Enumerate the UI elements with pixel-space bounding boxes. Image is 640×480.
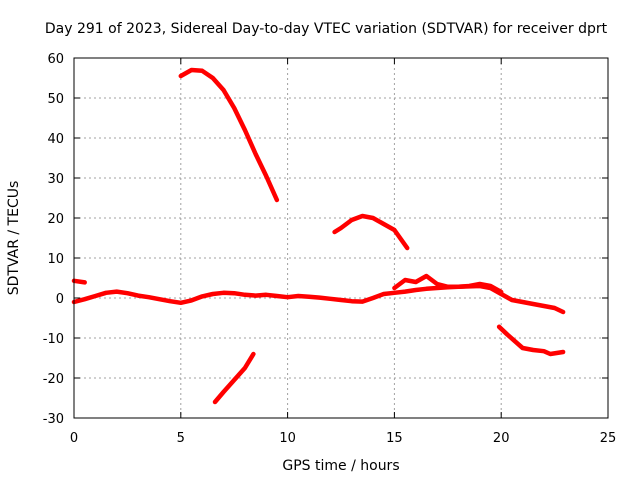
x-tick-label: 15 bbox=[386, 431, 403, 446]
data-series-segment-3 bbox=[392, 273, 504, 295]
data-series-segment-5 bbox=[332, 213, 410, 251]
y-tick-label: -20 bbox=[43, 372, 64, 387]
grid bbox=[74, 58, 608, 418]
y-tick-label: 30 bbox=[47, 172, 64, 187]
x-axis-label: GPS time / hours bbox=[282, 458, 399, 474]
chart-title: Day 291 of 2023, Sidereal Day-to-day VTE… bbox=[45, 21, 608, 37]
plot-frame bbox=[73, 57, 609, 419]
y-axis-label: SDTVAR / TECUs bbox=[6, 181, 22, 296]
data-series-segment-1 bbox=[71, 278, 87, 285]
y-tick-label: 20 bbox=[47, 212, 64, 227]
x-tick-label: 25 bbox=[600, 431, 617, 446]
axis-ticks: 0 5 10 15 20 25 -30 -20 -10 0 10 20 30 40 50 60 bbox=[43, 52, 617, 446]
x-tick-label: 5 bbox=[177, 431, 185, 446]
y-tick-label: -10 bbox=[43, 332, 64, 347]
x-tick-label: 20 bbox=[493, 431, 510, 446]
y-tick-label: 10 bbox=[47, 252, 64, 267]
data-series-group bbox=[71, 67, 566, 405]
y-tick-label: 40 bbox=[47, 132, 64, 147]
y-tick-label: 50 bbox=[47, 92, 64, 107]
x-tick-label: 10 bbox=[279, 431, 296, 446]
data-series-segment-6 bbox=[212, 351, 256, 405]
data-series-segment-2 bbox=[71, 283, 566, 315]
y-tick-label: 60 bbox=[47, 52, 64, 67]
data-series-segment-4 bbox=[178, 67, 280, 203]
y-tick-label: -30 bbox=[43, 412, 64, 427]
y-tick-label: 0 bbox=[56, 292, 64, 307]
x-tick-label: 0 bbox=[70, 431, 78, 446]
data-series-segment-7 bbox=[496, 324, 566, 357]
